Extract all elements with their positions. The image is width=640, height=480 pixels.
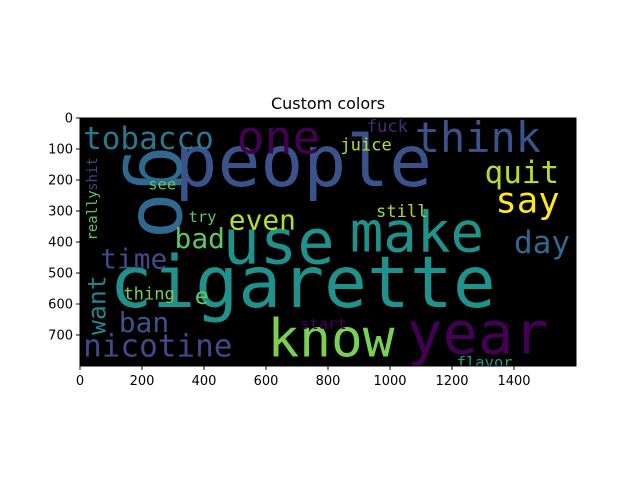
- word-juice: juice: [340, 136, 391, 156]
- word-bad: bad: [175, 222, 225, 255]
- word-start: start: [300, 315, 347, 333]
- word-say: say: [495, 181, 559, 222]
- x-tick-label: 0: [76, 374, 84, 389]
- x-tick-label: 1000: [373, 374, 406, 389]
- word-flavor: flavor: [457, 354, 513, 372]
- word-nicotine: nicotine: [83, 329, 232, 365]
- word-see: see: [148, 175, 176, 193]
- word-people: people: [175, 120, 433, 203]
- y-tick-label: 500: [48, 267, 73, 282]
- wordcloud-background: [80, 118, 576, 366]
- word-try: try: [189, 208, 217, 226]
- word-ban: ban: [119, 306, 169, 339]
- x-tick-label: 200: [130, 374, 155, 389]
- y-tick-label: 600: [48, 298, 73, 313]
- chart-title: Custom colors: [271, 94, 385, 113]
- word-go: go: [120, 146, 210, 239]
- x-tick-label: 1200: [435, 374, 468, 389]
- word-know: know: [268, 309, 395, 370]
- word-still: still: [376, 202, 427, 222]
- y-tick-label: 200: [48, 174, 73, 189]
- word-cigarette: cigarette: [109, 241, 495, 324]
- word-want: want: [82, 275, 111, 335]
- x-tick-label: 800: [316, 374, 341, 389]
- word-shit: shit: [85, 157, 101, 190]
- word-quit: quit: [485, 155, 560, 191]
- word-use: use: [223, 206, 335, 279]
- word-thing: thing: [123, 284, 174, 304]
- word-think: think: [415, 113, 541, 162]
- axes-frame: [79, 117, 577, 367]
- word-time: time: [100, 242, 167, 275]
- x-axis: 0 200 400 600 800 1000 1200 1400: [76, 366, 531, 389]
- word-fuck: fuck: [367, 117, 409, 137]
- x-tick-label: 600: [254, 374, 279, 389]
- word-one: one: [237, 111, 321, 165]
- y-tick-label: 700: [48, 329, 73, 344]
- y-tick-label: 300: [48, 205, 73, 220]
- x-tick-label: 400: [192, 374, 217, 389]
- y-tick-label: 0: [65, 112, 73, 127]
- x-tick-label: 1400: [497, 374, 530, 389]
- word-even: even: [229, 204, 296, 237]
- word-really: really: [85, 190, 101, 240]
- word-tobacco: tobacco: [83, 121, 214, 157]
- word-e: e: [195, 283, 209, 310]
- word-day: day: [514, 225, 570, 261]
- y-tick-label: 400: [48, 236, 73, 251]
- y-tick-label: 100: [48, 143, 73, 158]
- word-year: year: [407, 299, 549, 368]
- y-axis: 0 100 200 300 400 500 600 700: [48, 112, 80, 344]
- word-make: make: [350, 200, 484, 265]
